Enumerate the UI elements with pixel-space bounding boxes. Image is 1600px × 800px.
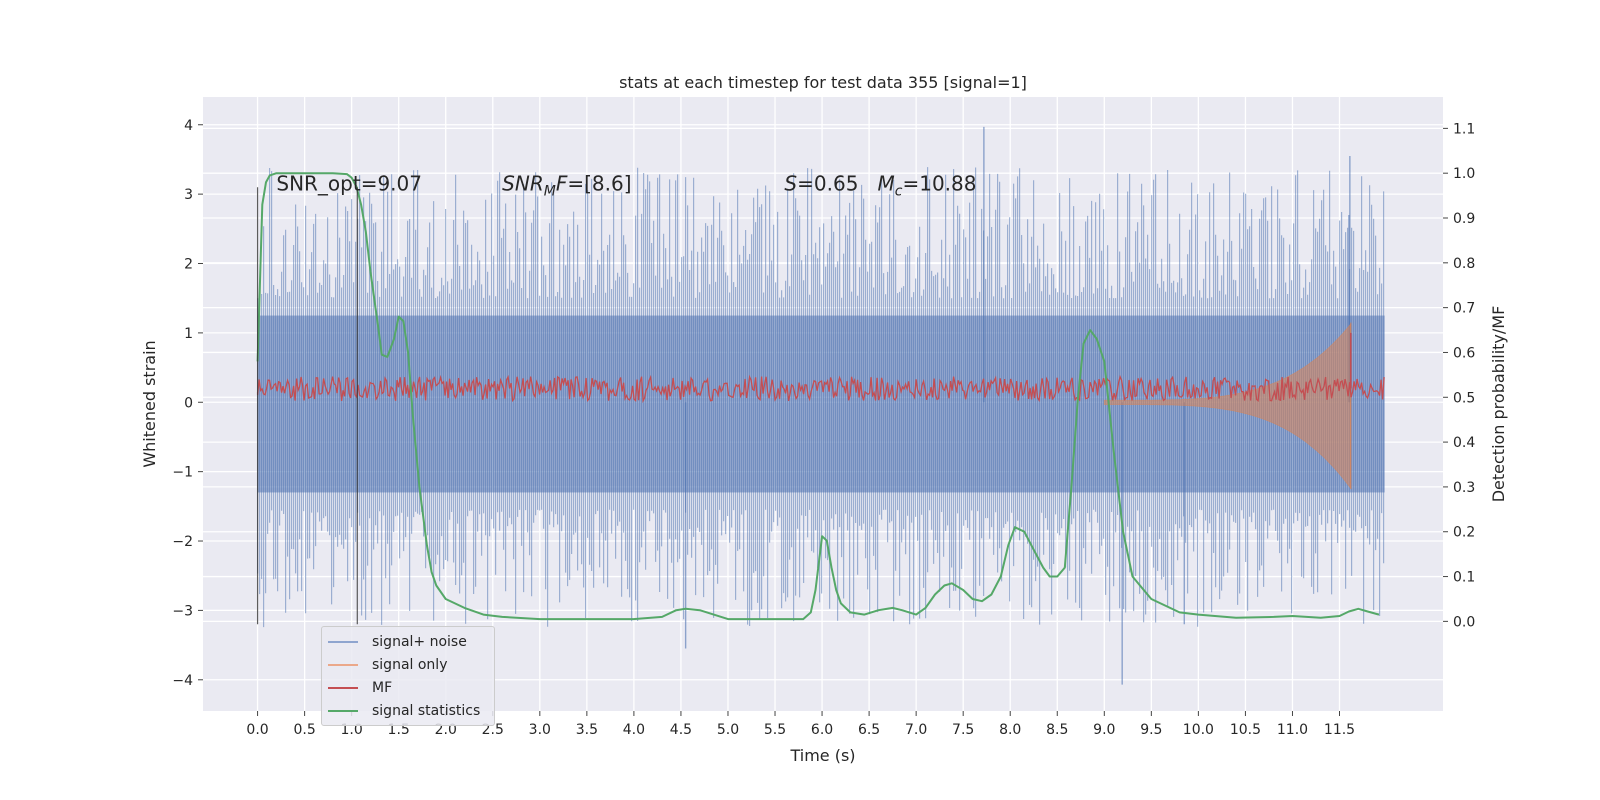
legend-label: MF	[372, 679, 393, 696]
y-left-tick-label: 1	[184, 326, 193, 342]
y-right-tick-label: 1.1	[1453, 121, 1475, 137]
y-right-tick-label: 0.5	[1453, 390, 1475, 406]
annotation-snr-mf: SNRMF=[8.6]	[502, 172, 631, 200]
x-tick-label: 7.0	[905, 722, 927, 738]
legend-swatch	[328, 686, 358, 689]
y-right-tick-label: 0.6	[1453, 345, 1475, 361]
annotation-snr-opt: SNR_opt=9.07	[276, 172, 422, 196]
legend-label: signal statistics	[372, 702, 481, 719]
legend-swatch	[328, 663, 358, 666]
legend-item-mf: MF	[328, 676, 494, 699]
x-tick-label: 11.0	[1277, 722, 1308, 738]
legend: signal+ noise signal only MF signal stat…	[321, 626, 495, 726]
y-left-tick-label: −4	[172, 673, 193, 689]
x-tick-label: 0.5	[293, 722, 315, 738]
x-tick-label: 11.5	[1324, 722, 1355, 738]
y-right-tick-label: 0.9	[1453, 211, 1475, 227]
x-tick-label: 4.5	[670, 722, 692, 738]
x-tick-label: 6.5	[858, 722, 880, 738]
y-right-tick-label: 0.2	[1453, 525, 1475, 541]
legend-swatch	[328, 709, 358, 712]
mf-line	[256, 374, 1385, 404]
y-left-tick-label: −2	[172, 534, 193, 550]
x-tick-label: 2.0	[435, 722, 457, 738]
y-right-tick-label: 0.4	[1453, 435, 1475, 451]
y-axis-label-left: Whitened strain	[140, 340, 159, 467]
y-right-tick-label: 0.8	[1453, 256, 1475, 272]
x-tick-label: 9.0	[1093, 722, 1115, 738]
y-right-tick-label: 1.0	[1453, 166, 1475, 182]
x-tick-label: 8.0	[999, 722, 1021, 738]
x-tick-label: 7.5	[952, 722, 974, 738]
x-tick-label: 10.5	[1230, 722, 1261, 738]
y-left-tick-label: 2	[184, 257, 193, 273]
x-axis-label: Time (s)	[789, 746, 855, 765]
legend-label: signal only	[372, 656, 448, 673]
y-axis-label-right: Detection probability/MF	[1489, 306, 1508, 503]
x-tick-label: 9.5	[1140, 722, 1162, 738]
annotation-s-mc: S=0.65 Mc=10.88	[784, 172, 976, 200]
x-tick-label: 4.0	[623, 722, 645, 738]
series-layer	[256, 126, 1385, 685]
y-right-tick-label: 0.3	[1453, 480, 1475, 496]
legend-item-signal-statistics: signal statistics	[328, 699, 494, 722]
tick-layer: 0.0 0.5 1.0 1.5 2.0 2.5 3.0 3.5 4.0 4.5 5.0 5.5 6.0 6…	[172, 118, 1475, 738]
x-tick-label: 10.0	[1183, 722, 1214, 738]
chart-title: stats at each timestep for test data 355…	[619, 73, 1027, 92]
legend-item-signal-only: signal only	[328, 653, 494, 676]
x-tick-label: 8.5	[1046, 722, 1068, 738]
legend-label: signal+ noise	[372, 633, 467, 650]
x-tick-label: 1.0	[341, 722, 363, 738]
y-left-tick-label: 3	[184, 187, 193, 203]
y-left-tick-label: −1	[172, 465, 193, 481]
x-tick-label: 6.0	[811, 722, 833, 738]
y-left-tick-label: 0	[184, 395, 193, 411]
x-tick-label: 2.5	[482, 722, 504, 738]
y-right-tick-label: 0.1	[1453, 570, 1475, 586]
x-tick-label: 0.0	[246, 722, 268, 738]
x-tick-label: 3.0	[529, 722, 551, 738]
signal-statistics-line	[256, 172, 1380, 621]
x-tick-label: 3.5	[576, 722, 598, 738]
y-left-tick-label: 4	[184, 118, 193, 134]
y-right-tick-label: 0.0	[1453, 614, 1475, 630]
legend-item-signal-noise: signal+ noise	[328, 630, 494, 653]
legend-swatch	[328, 640, 358, 643]
y-left-tick-label: −3	[172, 603, 193, 619]
x-tick-label: 1.5	[388, 722, 410, 738]
x-tick-label: 5.0	[717, 722, 739, 738]
x-tick-label: 5.5	[764, 722, 786, 738]
vertical-line-layer	[256, 187, 358, 625]
y-right-tick-label: 0.7	[1453, 301, 1475, 317]
annotation-layer: SNR_opt=9.07 SNRMF=[8.6] S=0.65 Mc=10.88	[276, 172, 976, 200]
